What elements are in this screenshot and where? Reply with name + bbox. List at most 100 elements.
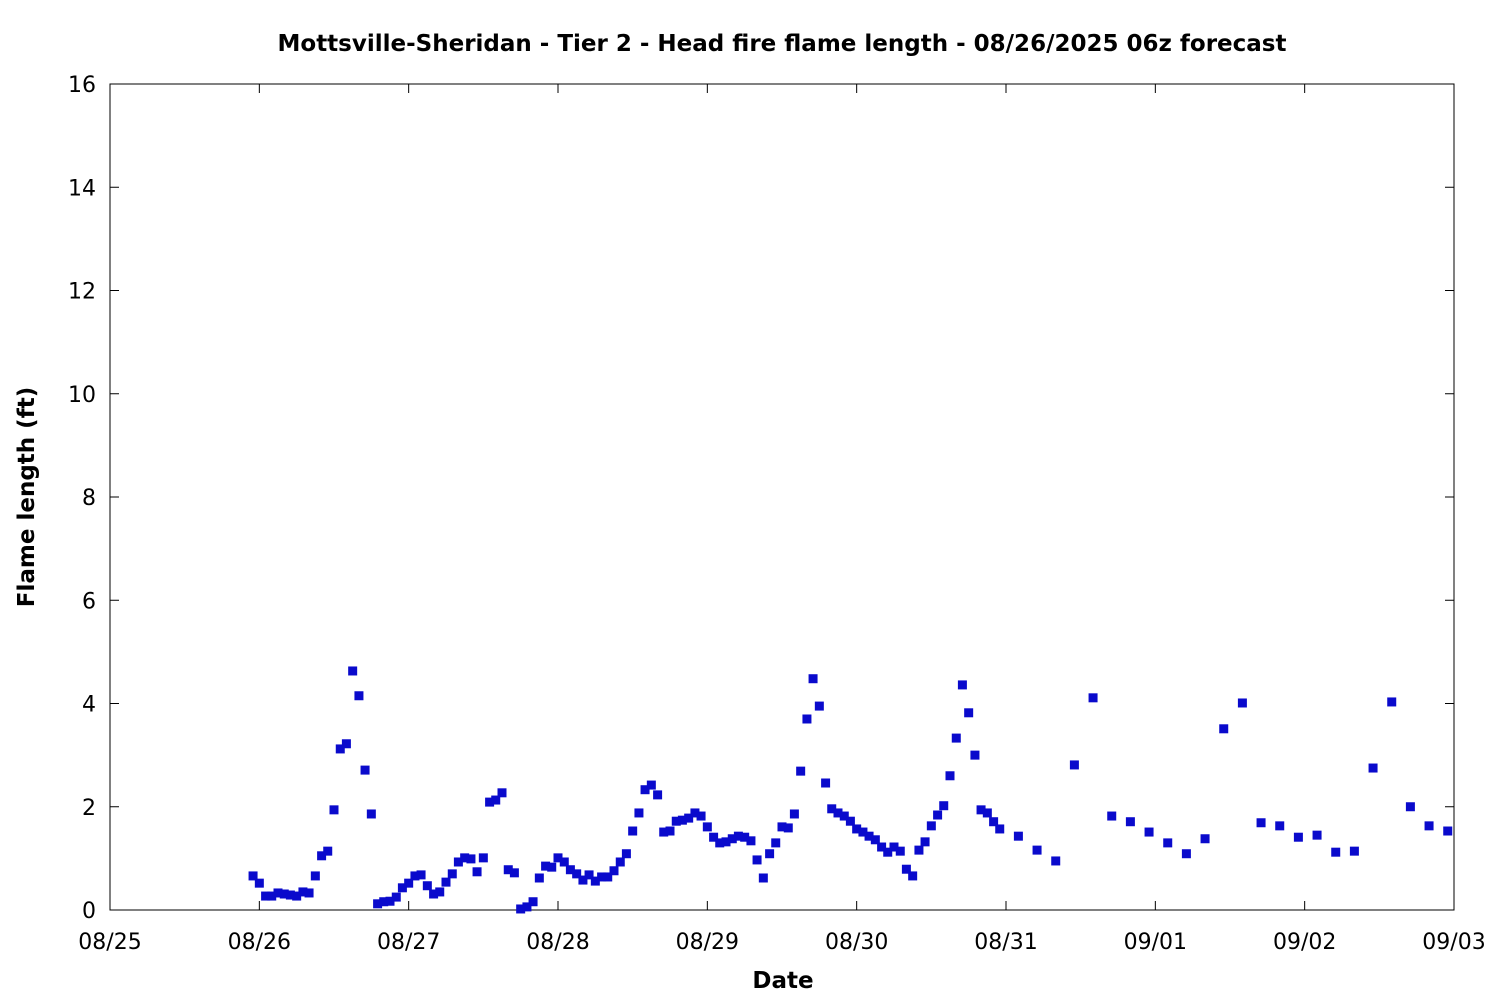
data-point [1237,698,1247,708]
data-point [908,871,918,881]
data-point [1088,693,1098,703]
data-point [379,897,389,907]
data-point [516,904,526,914]
data-point [1125,817,1135,827]
data-point [951,733,961,743]
data-point [279,889,289,899]
data-point [1368,763,1378,773]
data-point [267,891,277,901]
data-point [360,765,370,775]
data-point [1331,847,1341,857]
data-point [1069,760,1079,770]
data-point [603,872,613,882]
data-point [354,691,364,701]
data-point [1051,856,1061,866]
data-point [715,838,725,848]
data-point [478,853,488,863]
data-point [621,849,631,859]
data-point [640,785,650,795]
x-tick-label: 08/28 [526,930,589,955]
data-point [397,883,407,893]
data-point [410,871,420,881]
data-point [341,739,351,749]
data-point [285,890,295,900]
data-point [466,854,476,864]
data-point [939,801,949,811]
y-tick-label: 4 [82,693,96,718]
data-point [821,778,831,788]
x-tick-label: 08/27 [377,930,440,955]
data-point [1013,831,1023,841]
data-point [933,810,943,820]
data-point [391,892,401,902]
data-point [547,862,557,872]
data-point [553,853,563,863]
data-point [796,766,806,776]
data-point [827,804,837,814]
data-point [733,831,743,841]
data-point [460,853,470,863]
data-point [777,822,787,832]
data-point [852,824,862,834]
data-point [690,808,700,818]
data-point [254,878,264,888]
data-point [982,808,992,818]
data-point [565,865,575,875]
data-point [877,842,887,852]
data-point [422,881,432,891]
data-point [995,824,1005,834]
data-point [920,837,930,847]
data-point [578,875,588,885]
data-point [989,817,999,827]
data-point [864,831,874,841]
data-point [615,857,625,867]
data-point [895,846,905,856]
data-point [758,873,768,883]
y-tick-label: 8 [82,486,96,511]
data-point [441,877,451,887]
data-point [1349,846,1359,856]
data-point [858,827,868,837]
data-point [509,868,519,878]
data-point [957,680,967,690]
data-point [584,870,594,880]
data-point [709,832,719,842]
data-point [1387,697,1397,707]
data-point [839,811,849,821]
data-point [765,849,775,859]
data-point [789,809,799,819]
data-point [497,788,507,798]
data-point [559,857,569,867]
x-tick-label: 08/26 [228,930,291,955]
data-point [628,826,638,836]
y-tick-label: 10 [68,383,96,408]
data-point [684,813,694,823]
data-point [1144,827,1154,837]
x-tick-label: 08/25 [78,930,141,955]
data-point [653,790,663,800]
chart-title: Mottsville-Sheridan - Tier 2 - Head fire… [278,31,1287,57]
data-point [783,823,793,833]
data-point [1032,845,1042,855]
data-point [1275,821,1285,831]
data-point [528,897,538,907]
data-point [702,822,712,832]
data-point [845,816,855,826]
data-point [870,835,880,845]
data-point [373,899,383,909]
data-point [1293,832,1303,842]
x-tick-label: 08/31 [974,930,1037,955]
data-point [292,891,302,901]
data-point [329,805,339,815]
data-point [472,867,482,877]
data-point [317,851,327,861]
x-tick-label: 08/29 [676,930,739,955]
data-point [671,816,681,826]
data-point [1443,826,1453,836]
data-point [976,805,986,815]
y-axis-label: Flame length (ft) [14,387,40,607]
data-point [572,869,582,879]
